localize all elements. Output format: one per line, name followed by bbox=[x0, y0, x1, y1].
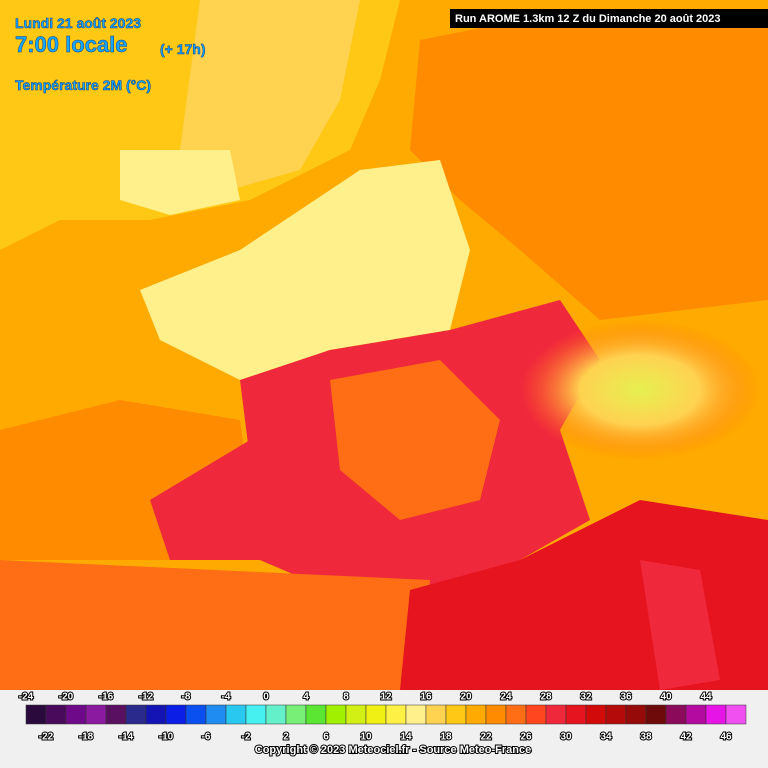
legend-label: 46 bbox=[720, 732, 732, 743]
legend-label: -18 bbox=[79, 732, 94, 743]
legend-label: 26 bbox=[520, 732, 532, 743]
legend: -24 -20 -16 -12 -8 -4 0 4 8 12 16 20 24 28 32 36 40 44-22… bbox=[18, 691, 747, 744]
legend-swatch bbox=[465, 704, 487, 725]
run-box bbox=[450, 9, 768, 28]
legend-label: 24 bbox=[500, 692, 512, 703]
legend-label: 40 bbox=[660, 692, 672, 703]
legend-swatch bbox=[705, 704, 727, 725]
legend-swatch bbox=[545, 704, 567, 725]
landes bbox=[150, 440, 265, 560]
legend-swatch bbox=[585, 704, 607, 725]
legend-swatch bbox=[325, 704, 347, 725]
legend-swatch bbox=[145, 704, 167, 725]
legend-swatch bbox=[265, 704, 287, 725]
legend-swatch bbox=[665, 704, 687, 725]
legend-label: 36 bbox=[620, 692, 632, 703]
legend-label: 8 bbox=[343, 692, 349, 703]
alps bbox=[520, 320, 760, 460]
legend-label: 30 bbox=[560, 732, 572, 743]
legend-label: -20 bbox=[59, 692, 74, 703]
legend-swatch bbox=[45, 704, 67, 725]
legend-label: 10 bbox=[360, 732, 372, 743]
legend-swatch bbox=[245, 704, 267, 725]
benelux-germany bbox=[410, 20, 768, 320]
legend-swatch bbox=[205, 704, 227, 725]
legend-label: -10 bbox=[159, 732, 174, 743]
legend-background bbox=[0, 690, 768, 768]
legend-label: 44 bbox=[700, 692, 712, 703]
legend-label: 20 bbox=[460, 692, 472, 703]
legend-label: 32 bbox=[580, 692, 592, 703]
legend-swatch bbox=[305, 704, 327, 725]
legend-swatch bbox=[345, 704, 367, 725]
legend-label: -4 bbox=[222, 692, 231, 703]
legend-swatch bbox=[645, 704, 667, 725]
legend-swatch bbox=[85, 704, 107, 725]
legend-label: 16 bbox=[420, 692, 432, 703]
legend-label: -2 bbox=[242, 732, 251, 743]
legend-label: -24 bbox=[19, 692, 34, 703]
legend-swatch bbox=[625, 704, 647, 725]
copyright: Copyright © 2023 Meteociel.fr - Source M… bbox=[255, 744, 531, 756]
legend-swatch bbox=[105, 704, 127, 725]
legend-swatch bbox=[285, 704, 307, 725]
legend-swatch bbox=[525, 704, 547, 725]
north-france bbox=[140, 160, 470, 380]
legend-swatch bbox=[485, 704, 507, 725]
legend-swatch bbox=[185, 704, 207, 725]
legend-label: 38 bbox=[640, 732, 652, 743]
legend-label: 34 bbox=[600, 732, 612, 743]
legend-swatch bbox=[725, 704, 747, 725]
legend-label: 4 bbox=[303, 692, 309, 703]
legend-swatch bbox=[25, 704, 47, 725]
variable: Température 2M (°C) bbox=[15, 77, 151, 93]
legend-swatch bbox=[385, 704, 407, 725]
corsica bbox=[640, 560, 720, 690]
time: 7:00 locale bbox=[15, 32, 128, 57]
massif-central bbox=[330, 360, 500, 520]
legend-swatch bbox=[565, 704, 587, 725]
legend-label: -12 bbox=[139, 692, 154, 703]
legend-label: 2 bbox=[283, 732, 289, 743]
legend-label: -14 bbox=[119, 732, 134, 743]
legend-label: -22 bbox=[39, 732, 54, 743]
legend-swatch bbox=[505, 704, 527, 725]
legend-label: -8 bbox=[182, 692, 191, 703]
legend-swatch bbox=[165, 704, 187, 725]
legend-label: 18 bbox=[440, 732, 452, 743]
legend-label: -16 bbox=[99, 692, 114, 703]
legend-swatch bbox=[445, 704, 467, 725]
legend-label: -6 bbox=[202, 732, 211, 743]
legend-label: 42 bbox=[680, 732, 692, 743]
legend-swatch bbox=[65, 704, 87, 725]
legend-swatch bbox=[425, 704, 447, 725]
legend-swatch bbox=[605, 704, 627, 725]
legend-swatch bbox=[405, 704, 427, 725]
legend-label: 0 bbox=[263, 692, 269, 703]
legend-swatch bbox=[365, 704, 387, 725]
legend-label: 28 bbox=[540, 692, 552, 703]
england bbox=[180, 0, 360, 190]
legend-label: 12 bbox=[380, 692, 392, 703]
wales bbox=[120, 150, 240, 215]
legend-label: 22 bbox=[480, 732, 492, 743]
lead: (+ 17h) bbox=[160, 41, 206, 57]
run-info: Run AROME 1.3km 12 Z du Dimanche 20 août… bbox=[455, 13, 721, 25]
legend-label: 14 bbox=[400, 732, 412, 743]
legend-swatch bbox=[125, 704, 147, 725]
legend-swatch bbox=[685, 704, 707, 725]
legend-label: 6 bbox=[323, 732, 329, 743]
spain bbox=[0, 560, 430, 690]
date: Lundi 21 août 2023 bbox=[15, 15, 141, 31]
legend-swatch bbox=[225, 704, 247, 725]
